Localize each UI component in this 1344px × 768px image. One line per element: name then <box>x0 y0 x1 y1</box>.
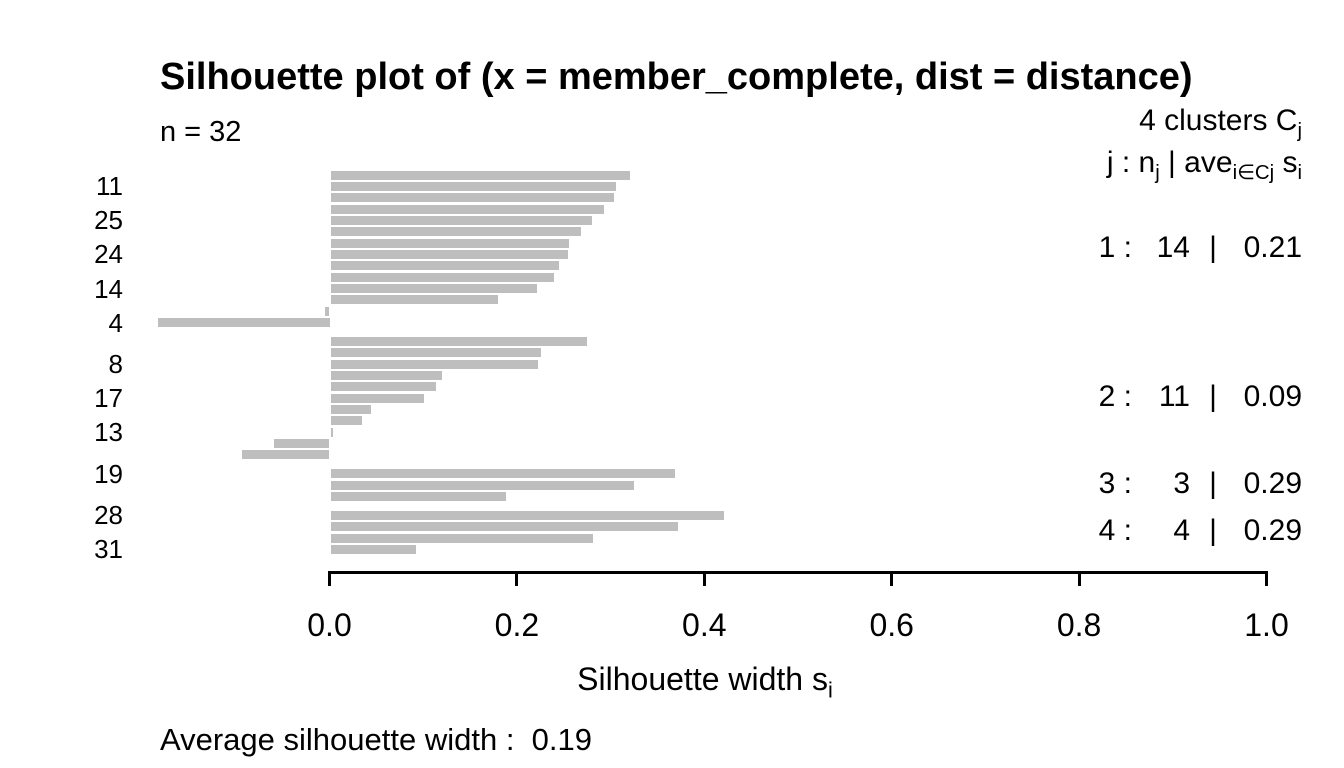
silhouette-bar <box>330 359 538 369</box>
cluster-average: 0.09 <box>1243 380 1302 414</box>
cluster-size: 14 <box>1156 230 1190 264</box>
silhouette-bar <box>330 193 615 203</box>
x-axis-title-text: Silhouette width s <box>577 661 828 697</box>
x-axis-title: Silhouette width si <box>577 661 833 701</box>
silhouette-bar <box>330 382 437 392</box>
x-axis-tick <box>1265 571 1268 586</box>
silhouette-bar <box>330 238 569 248</box>
x-axis-tick-label: 1.0 <box>1244 607 1289 643</box>
y-axis-bar-label: 25 <box>94 205 123 236</box>
cluster-id: 2 : <box>1098 380 1132 414</box>
average-width-label: Average silhouette width : 0.19 <box>160 722 592 758</box>
clusters-legend-header-subscript: j <box>1297 120 1302 142</box>
silhouette-bar <box>330 249 568 259</box>
silhouette-bar <box>330 491 506 501</box>
silhouette-bar <box>330 336 588 346</box>
silhouette-bar <box>330 295 499 305</box>
silhouette-bar <box>330 348 542 358</box>
x-axis-tick <box>1077 571 1081 586</box>
silhouette-bar <box>330 533 593 543</box>
x-axis-title-subscript: i <box>827 677 833 703</box>
y-axis-bar-label: 14 <box>94 273 123 304</box>
cluster-size: 11 <box>1158 380 1190 414</box>
x-axis-tick <box>328 571 331 586</box>
separator-bar: | <box>1209 467 1217 501</box>
silhouette-bar <box>324 306 330 316</box>
x-axis-tick-label: 0.4 <box>682 607 727 643</box>
clusters-legend-header-text: 4 clusters C <box>1139 104 1298 137</box>
cluster-id: 4 : <box>1098 514 1132 548</box>
y-axis-bar-label: 11 <box>96 171 123 202</box>
silhouette-bar <box>330 469 676 479</box>
formula-subscript: i∈Cj <box>1232 162 1275 184</box>
silhouette-bar <box>330 284 537 293</box>
formula-subscript: i <box>1297 162 1302 184</box>
cluster-stat: 4 : 4 | 0.29 <box>1080 514 1302 548</box>
x-axis-tick-label: 0.0 <box>307 607 352 643</box>
silhouette-bar <box>330 393 425 403</box>
y-axis-bar-label: 13 <box>94 417 123 448</box>
silhouette-bar <box>330 272 555 282</box>
silhouette-bar <box>330 261 560 271</box>
average-width-text: Average silhouette width : <box>160 722 532 757</box>
cluster-stat: 2 : 11 | 0.09 <box>1080 380 1302 414</box>
x-axis-tick <box>515 571 519 586</box>
cluster-average: 0.29 <box>1243 514 1302 548</box>
x-axis-tick <box>890 571 894 586</box>
y-axis-bar-label: 19 <box>94 458 123 489</box>
silhouette-bar <box>330 170 631 180</box>
y-axis-bar-label: 24 <box>94 239 123 270</box>
y-axis-bar-label: 31 <box>94 534 123 565</box>
cluster-size: 4 <box>1173 514 1190 548</box>
cluster-stat: 1 : 14 | 0.21 <box>1080 231 1302 265</box>
silhouette-bar <box>330 204 605 214</box>
n-count-label: n = 32 <box>160 116 242 148</box>
formula-text: s <box>1274 146 1298 179</box>
silhouette-bar <box>330 405 371 414</box>
silhouette-bar <box>330 427 334 437</box>
y-axis-bar-label: 28 <box>94 500 123 531</box>
silhouette-bar <box>242 450 330 460</box>
x-axis-tick <box>702 571 706 586</box>
cluster-average: 0.29 <box>1243 467 1302 501</box>
silhouette-bar <box>330 215 592 225</box>
y-axis-bar-label: 4 <box>108 307 123 338</box>
silhouette-bar <box>158 318 330 327</box>
plot-title: Silhouette plot of (x = member_complete,… <box>160 56 1193 98</box>
silhouette-bar <box>330 227 581 237</box>
x-axis-tick-label: 0.8 <box>1056 607 1102 643</box>
formula-text: j : n <box>1106 146 1156 179</box>
cluster-size: 3 <box>1173 467 1190 501</box>
x-axis-line <box>328 571 1268 574</box>
separator-bar: | <box>1209 230 1217 264</box>
clusters-legend-header: 4 clusters Cj <box>1139 104 1302 141</box>
silhouette-bar <box>330 370 442 380</box>
silhouette-bar <box>330 181 617 191</box>
separator-bar: | <box>1209 380 1217 414</box>
silhouette-bar <box>330 416 363 426</box>
formula-subscript: j <box>1155 162 1160 184</box>
cluster-id: 1 : <box>1098 230 1132 264</box>
cluster-id: 3 : <box>1098 467 1132 501</box>
silhouette-bar <box>330 480 635 490</box>
y-axis-bar-label: 8 <box>108 349 123 380</box>
formula-text: | ave <box>1159 146 1233 179</box>
cluster-stat: 3 : 3 | 0.29 <box>1080 467 1302 501</box>
average-width-value: 0.19 <box>531 722 592 757</box>
silhouette-bar <box>330 544 416 554</box>
cluster-average: 0.21 <box>1243 230 1302 264</box>
clusters-legend-formula: j : nj | avei∈Cj si <box>1106 146 1302 183</box>
separator-bar: | <box>1209 514 1217 548</box>
x-axis-tick-label: 0.2 <box>494 607 540 643</box>
x-axis-tick-label: 0.6 <box>869 607 914 643</box>
y-axis-bar-label: 17 <box>94 383 123 414</box>
silhouette-bar <box>330 510 724 520</box>
silhouette-bar <box>274 439 330 449</box>
silhouette-bar <box>330 522 679 532</box>
